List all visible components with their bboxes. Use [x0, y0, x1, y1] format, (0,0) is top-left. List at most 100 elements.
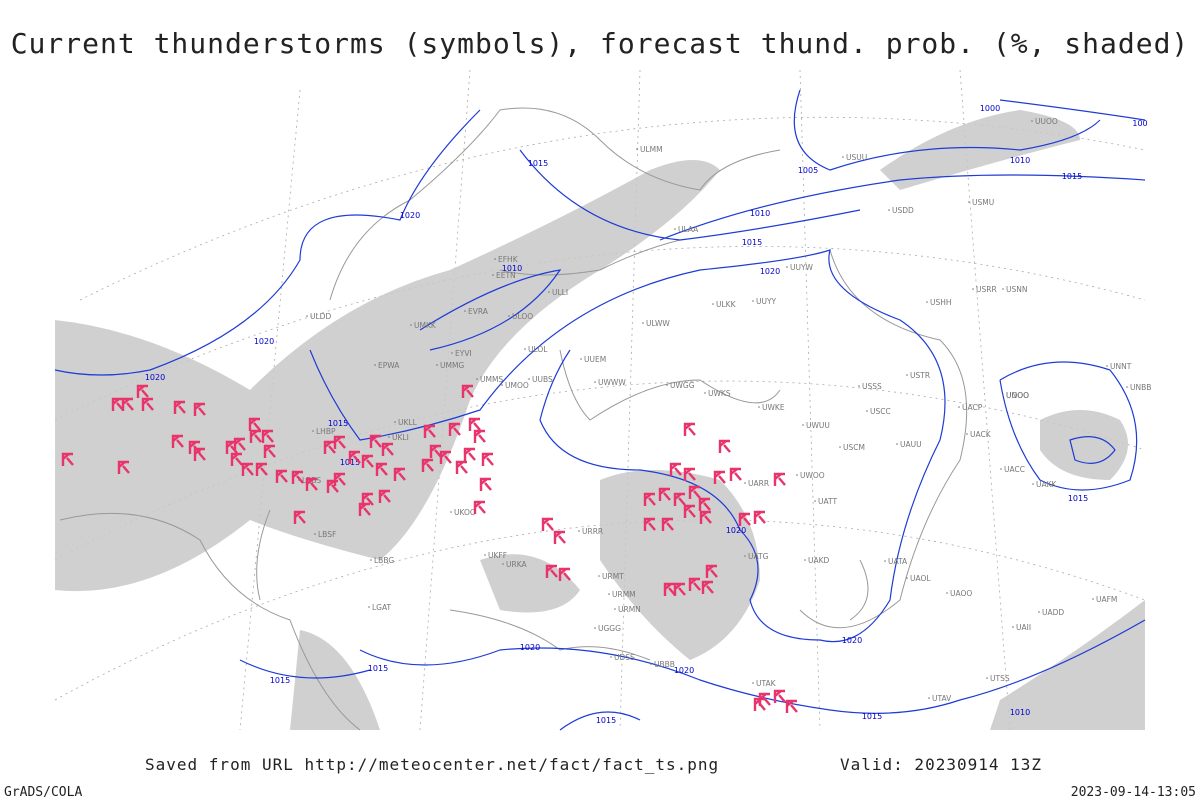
station-dot [608, 593, 610, 595]
station-dot [394, 421, 396, 423]
station-dot [484, 554, 486, 556]
station-dot [1032, 483, 1034, 485]
station-dot [312, 430, 314, 432]
thunderstorm-symbol [699, 510, 712, 524]
station-label: URKA [506, 560, 527, 569]
station-label: UWWW [598, 378, 626, 387]
thunderstorm-symbol [248, 417, 261, 431]
station-label: ULWW [646, 319, 670, 328]
isobar-label: 1010 [1010, 156, 1030, 165]
isobar-label: 1020 [842, 636, 862, 645]
thunderstorm-symbol [461, 384, 474, 398]
station-dot [528, 378, 530, 380]
thunderstorm-symbol [173, 400, 186, 414]
map-frame [54, 69, 1146, 731]
station-label: UAFM [1096, 595, 1117, 604]
station-label: USCM [843, 443, 865, 452]
station-dot [958, 406, 960, 408]
isobar-label: 1020 [400, 211, 420, 220]
thunderstorm-symbol [117, 460, 130, 474]
station-label: UWGG [670, 381, 695, 390]
station-dot [524, 348, 526, 350]
thunderstorm-symbol [358, 502, 371, 516]
station-label: UNOO [1006, 391, 1029, 400]
station-label: URRR [582, 527, 603, 536]
station-label: UNNT [1110, 362, 1132, 371]
station-label: USHH [930, 298, 952, 307]
station-dot [928, 697, 930, 699]
station-dot [501, 384, 503, 386]
thunderstorm-symbol [738, 512, 751, 526]
thunderstorm-symbol [323, 440, 336, 454]
station-dot [839, 446, 841, 448]
thunderstorm-symbol [643, 492, 656, 506]
station-label: EPWA [378, 361, 400, 370]
station-dot [884, 560, 886, 562]
thunderstorm-symbol [193, 402, 206, 416]
station-label: UUYW [790, 263, 814, 272]
station-label: UUOO [1035, 117, 1058, 126]
thunderstorm-symbol [701, 580, 714, 594]
station-label: ULDD [310, 312, 331, 321]
station-label: URMM [612, 590, 636, 599]
station-label: UATT [818, 497, 837, 506]
thunderstorm-symbol [141, 397, 154, 411]
isobar-label: 1020 [145, 373, 165, 382]
thunderstorm-symbol [275, 469, 288, 483]
isobar-label: 1015 [596, 716, 616, 725]
thunderstorm-symbol [473, 429, 486, 443]
station-dot [752, 682, 754, 684]
station-label: UMMG [440, 361, 464, 370]
thunderstorm-symbol [423, 424, 436, 438]
thunderstorm-symbol [683, 422, 696, 436]
thunderstorm-symbol [291, 470, 304, 484]
station-dot [968, 201, 970, 203]
station-label: UADD [1042, 608, 1064, 617]
station-label: ULOL [528, 345, 548, 354]
station-dot [374, 364, 376, 366]
station-dot [548, 291, 550, 293]
station-dot [704, 392, 706, 394]
thunderstorm-symbol [230, 452, 243, 466]
station-dot [614, 608, 616, 610]
isobar-label: 1015 [368, 664, 388, 673]
station-label: UAKK [1036, 480, 1058, 489]
thunderstorm-symbol [545, 564, 558, 578]
station-label: UBBB [654, 660, 675, 669]
station-dot [1106, 365, 1108, 367]
thunderstorm-symbol [361, 454, 374, 468]
station-label: UKFF [488, 551, 507, 560]
map-title: Current thunderstorms (symbols), forecas… [11, 27, 1190, 60]
station-dot [306, 315, 308, 317]
thunderstorm-symbol [698, 497, 711, 511]
station-dot [802, 424, 804, 426]
station-dot [636, 148, 638, 150]
station-dot [896, 443, 898, 445]
station-dot [752, 300, 754, 302]
thunderstorm-symbol [233, 437, 246, 451]
isobar-labels: 1000 1010 1015 1005 1010 1015 1020 1015 1020 1010… [145, 104, 1148, 725]
station-label: LHBP [316, 427, 336, 436]
station-label: UGGG [598, 624, 621, 633]
thunderstorm-symbol [255, 462, 268, 476]
station-dot [1002, 394, 1004, 396]
thunderstorm-symbol [171, 434, 184, 448]
thunderstorm-symbol [473, 500, 486, 514]
station-dot [666, 384, 668, 386]
thunderstorm-symbol [673, 582, 686, 596]
station-label: EETN [496, 271, 516, 280]
station-label: UACP [962, 403, 983, 412]
station-dot [744, 482, 746, 484]
isobar-label: 100 [1132, 119, 1147, 128]
isobar-label: 1020 [254, 337, 274, 346]
station-label: UAOO [950, 589, 972, 598]
station-dot [858, 385, 860, 387]
station-dot [642, 322, 644, 324]
station-label: USNN [1006, 285, 1027, 294]
isobar-label: 1010 [1010, 708, 1030, 717]
station-label: UTSS [990, 674, 1010, 683]
isobar-label: 1015 [328, 419, 348, 428]
station-label: UACC [1004, 465, 1025, 474]
station-dot [368, 606, 370, 608]
